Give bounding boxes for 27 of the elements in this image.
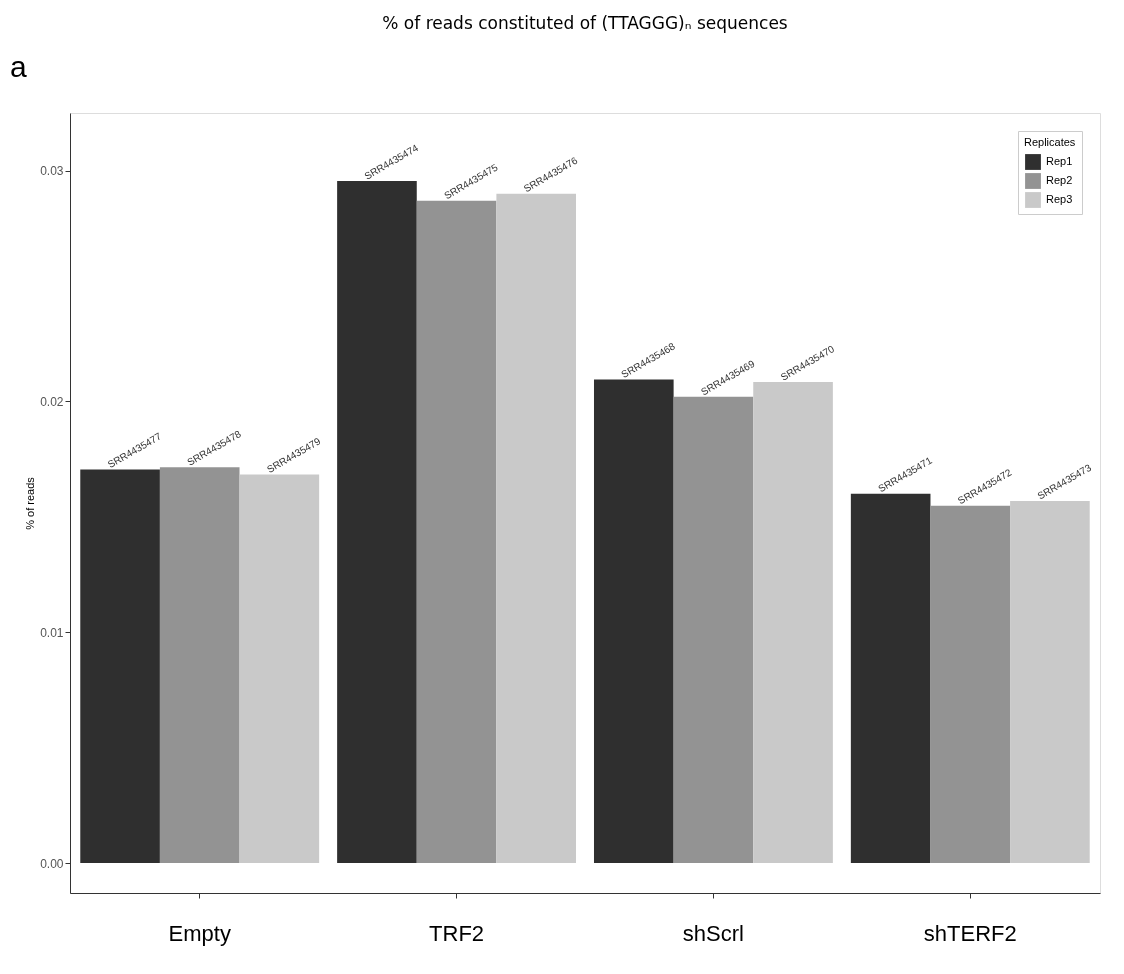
bar — [930, 505, 1011, 863]
bar — [159, 467, 240, 863]
y-tick-label: 0.02 — [40, 394, 64, 409]
x-tick-label: shScrl — [682, 920, 744, 946]
y-tick-label: 0.03 — [40, 164, 64, 179]
y-axis-title: % of reads — [24, 476, 37, 530]
bar — [753, 382, 833, 863]
bar — [80, 469, 160, 863]
bar — [673, 396, 754, 863]
bar — [1010, 500, 1090, 863]
bar — [239, 474, 320, 863]
y-tick-label: 0.00 — [40, 856, 64, 871]
legend-title: Replicates — [1024, 136, 1076, 148]
text: a — [10, 50, 27, 83]
chart-title: % of reads constituted of (TTAGGG)ₙ sequences — [382, 13, 788, 33]
bar — [850, 493, 931, 863]
bar — [337, 181, 417, 863]
legend-label: Rep2 — [1046, 174, 1073, 186]
y-tick-label: 0.01 — [40, 625, 64, 640]
bar — [593, 379, 674, 863]
legend-label: Rep3 — [1046, 193, 1073, 205]
legend-label: Rep1 — [1046, 155, 1073, 167]
bar — [496, 193, 577, 863]
bar — [416, 200, 497, 863]
x-tick-label: TRF2 — [429, 920, 485, 946]
x-tick-label: Empty — [168, 920, 231, 946]
x-tick-label: shTERF2 — [923, 920, 1017, 946]
